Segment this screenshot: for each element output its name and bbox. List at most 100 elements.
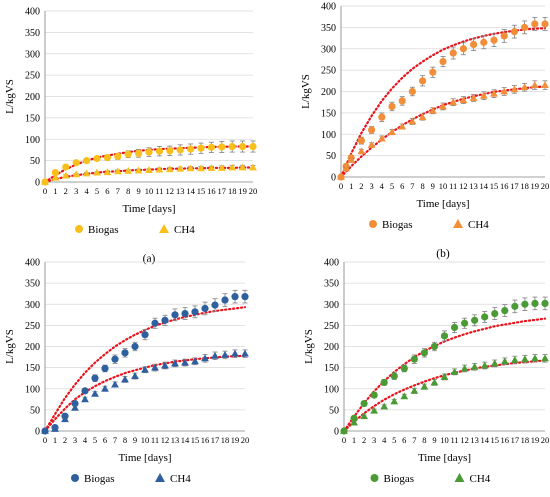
legend-marker-ch4 (453, 219, 463, 228)
x-tick-label: 11 (450, 435, 458, 445)
data-point-biogas (249, 142, 257, 151)
x-tick-label: 12 (166, 186, 175, 196)
x-tick-label: 18 (221, 435, 230, 445)
x-tick-label: 12 (460, 435, 469, 445)
data-point-biogas (71, 399, 79, 408)
data-point-biogas (211, 301, 219, 309)
data-point-biogas (481, 313, 489, 321)
data-point-ch4 (510, 85, 519, 93)
data-point-biogas (390, 372, 398, 380)
y-tick-label: 300 (25, 49, 40, 60)
x-tick-label: 2 (359, 181, 363, 191)
y-axis-title: L/kgVS (303, 329, 315, 364)
x-tick-label: 8 (420, 181, 424, 191)
data-point-ch4 (541, 354, 549, 362)
data-point-biogas (72, 159, 80, 167)
data-point-ch4 (72, 170, 81, 178)
x-tick-label: 0 (342, 435, 346, 445)
data-point-ch4 (61, 171, 70, 179)
data-point-ch4 (342, 164, 350, 172)
y-axis-title: L/kgVS (4, 79, 16, 114)
data-point-biogas (449, 49, 457, 57)
x-tick-label: 14 (186, 186, 195, 196)
data-point-ch4 (410, 386, 419, 394)
data-point-ch4 (418, 113, 427, 121)
y-tick-label: 100 (321, 130, 336, 141)
data-point-biogas (62, 163, 70, 171)
x-tick-label: 0 (339, 181, 343, 191)
x-tick-label: 4 (83, 435, 88, 445)
data-point-biogas (93, 154, 101, 163)
data-point-ch4 (124, 166, 133, 174)
data-point-ch4 (41, 427, 49, 434)
y-tick-label: 50 (30, 405, 40, 416)
data-point-biogas (459, 45, 467, 53)
legend-marker-biogas (370, 474, 379, 482)
data-point-ch4 (367, 141, 376, 148)
y-tick-label: 250 (25, 321, 40, 332)
data-point-ch4 (41, 178, 49, 185)
y-tick-label: 350 (25, 279, 40, 290)
x-tick-label: 1 (349, 181, 353, 191)
x-tick-label: 2 (63, 435, 67, 445)
y-tick-label: 250 (321, 66, 336, 77)
y-tick-label: 400 (321, 2, 336, 13)
data-point-biogas (510, 28, 518, 36)
data-point-biogas (419, 77, 427, 85)
data-point-ch4 (340, 427, 348, 434)
data-point-biogas (500, 32, 508, 40)
y-tick-label: 0 (331, 173, 336, 184)
data-point-biogas (480, 38, 488, 46)
data-point-biogas (161, 316, 169, 324)
x-tick-label: 3 (74, 186, 78, 196)
x-tick-label: 11 (155, 186, 163, 196)
x-tick-label: 11 (151, 435, 159, 445)
data-point-ch4 (217, 163, 226, 171)
x-tick-label: 16 (207, 186, 216, 196)
x-tick-label: 18 (228, 186, 237, 196)
x-tick-label: 18 (521, 435, 530, 445)
data-point-biogas (207, 143, 215, 151)
data-point-biogas (531, 20, 539, 28)
y-axis-title: L/kgVS (4, 329, 16, 364)
y-tick-label: 350 (324, 279, 339, 290)
data-point-biogas (541, 299, 549, 308)
y-tick-label: 400 (25, 258, 40, 269)
x-tick-label: 1 (53, 186, 57, 196)
data-point-ch4 (134, 166, 143, 174)
data-point-ch4 (82, 169, 91, 177)
data-point-ch4 (101, 384, 109, 392)
x-tick-label: 19 (531, 181, 540, 191)
data-point-ch4 (93, 168, 101, 176)
data-point-biogas (181, 309, 189, 318)
panel-label: (a) (143, 253, 156, 265)
data-point-ch4 (181, 358, 189, 366)
data-point-ch4 (490, 359, 499, 367)
x-tick-label: 15 (490, 181, 499, 191)
x-tick-label: 10 (440, 435, 449, 445)
data-point-biogas (400, 364, 408, 373)
data-point-biogas (91, 374, 99, 382)
y-tick-label: 200 (324, 342, 339, 353)
data-point-ch4 (398, 122, 407, 130)
data-point-biogas (541, 20, 549, 28)
x-tick-label: 9 (133, 435, 137, 445)
x-tick-label: 19 (231, 435, 240, 445)
y-tick-label: 300 (321, 44, 336, 55)
data-point-biogas (239, 142, 247, 151)
data-point-biogas (521, 300, 529, 308)
data-point-ch4 (71, 403, 79, 411)
data-point-biogas (114, 152, 122, 160)
data-point-biogas (187, 145, 195, 153)
data-point-ch4 (91, 389, 99, 397)
data-point-ch4 (459, 96, 468, 103)
data-point-biogas (380, 378, 388, 387)
data-point-biogas (501, 306, 509, 315)
x-tick-label: 16 (500, 181, 509, 191)
x-axis-title: Time [days] (416, 198, 469, 210)
data-point-biogas (420, 349, 428, 357)
data-point-ch4 (500, 87, 509, 95)
x-tick-label: 7 (116, 186, 120, 196)
